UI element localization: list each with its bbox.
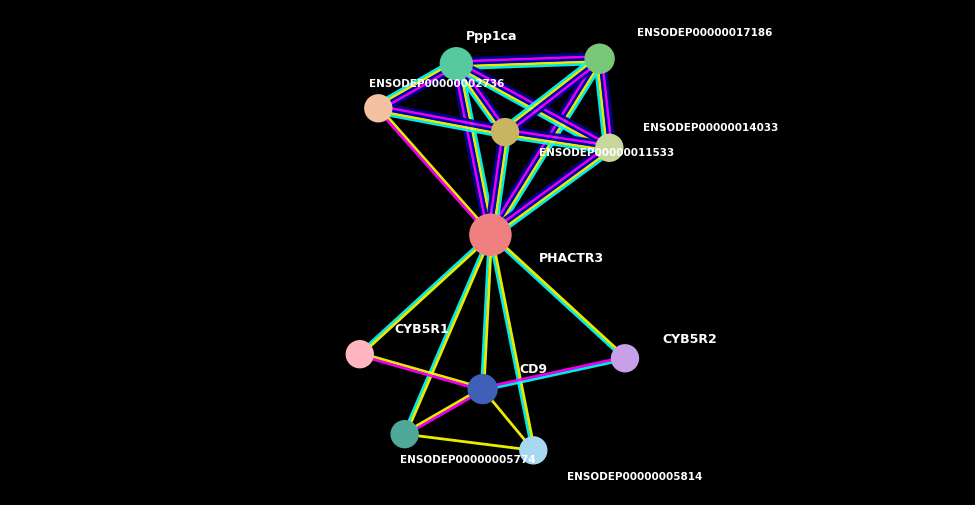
- Text: CYB5R2: CYB5R2: [662, 332, 717, 345]
- Circle shape: [440, 48, 473, 81]
- Text: CYB5R1: CYB5R1: [394, 323, 448, 336]
- Text: ENSODEP00000005814: ENSODEP00000005814: [567, 471, 703, 481]
- Text: ENSODEP00000011533: ENSODEP00000011533: [539, 148, 675, 158]
- Text: CD9: CD9: [520, 363, 548, 376]
- Circle shape: [467, 374, 498, 405]
- Circle shape: [364, 95, 393, 123]
- Text: PHACTR3: PHACTR3: [539, 251, 604, 265]
- Text: ENSODEP00000005774: ENSODEP00000005774: [400, 454, 535, 465]
- Circle shape: [469, 214, 512, 257]
- Circle shape: [610, 344, 640, 373]
- Circle shape: [584, 44, 615, 75]
- Circle shape: [345, 340, 374, 369]
- Text: Ppp1ca: Ppp1ca: [466, 30, 518, 43]
- Text: ENSODEP00000017186: ENSODEP00000017186: [637, 28, 772, 38]
- Circle shape: [595, 134, 624, 163]
- Text: ENSODEP00000002736: ENSODEP00000002736: [369, 79, 504, 89]
- Circle shape: [490, 119, 520, 147]
- Circle shape: [390, 420, 419, 448]
- Circle shape: [519, 436, 548, 465]
- Text: ENSODEP00000014033: ENSODEP00000014033: [644, 122, 779, 132]
